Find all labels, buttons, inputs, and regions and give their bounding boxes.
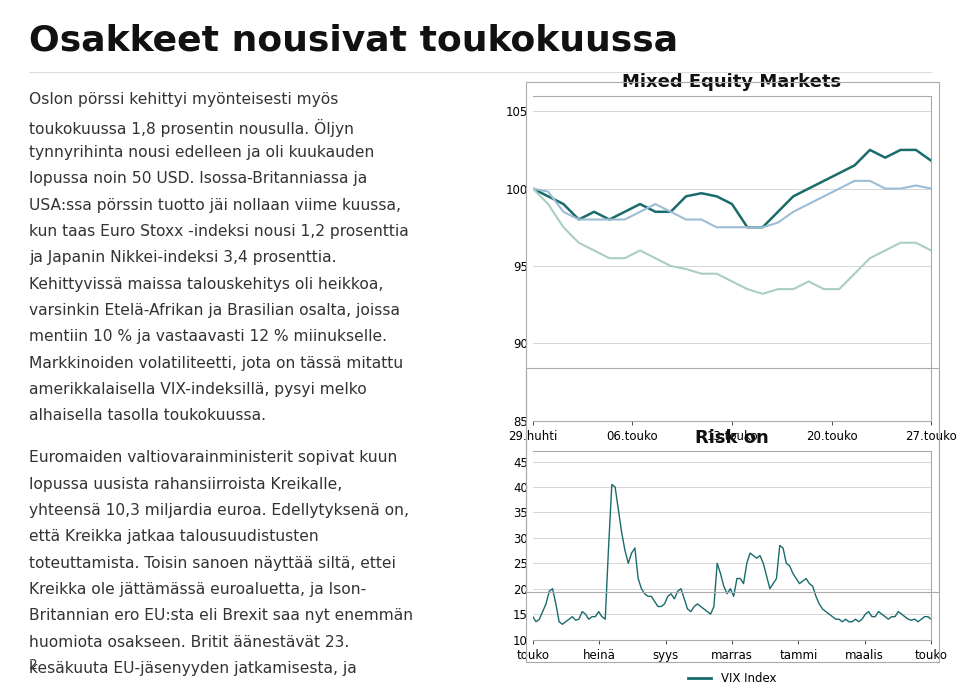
Text: Osakkeet nousivat toukokuussa: Osakkeet nousivat toukokuussa bbox=[29, 24, 678, 58]
Text: alhaisella tasolla toukokuussa.: alhaisella tasolla toukokuussa. bbox=[29, 408, 266, 423]
Legend: VIX Index: VIX Index bbox=[683, 668, 781, 684]
Text: USA:ssa pörssin tuotto jäi nollaan viime kuussa,: USA:ssa pörssin tuotto jäi nollaan viime… bbox=[29, 198, 401, 213]
Text: Oslon pörssi kehittyi myönteisesti myös: Oslon pörssi kehittyi myönteisesti myös bbox=[29, 92, 338, 107]
Title: Risk on: Risk on bbox=[695, 429, 769, 447]
Text: kesäkuuta EU-jäsenyyden jatkamisesta, ja: kesäkuuta EU-jäsenyyden jatkamisesta, ja bbox=[29, 661, 356, 676]
Text: tynnyrihinta nousi edelleen ja oli kuukauden: tynnyrihinta nousi edelleen ja oli kuuka… bbox=[29, 145, 374, 160]
Text: kun taas Euro Stoxx -indeksi nousi 1,2 prosenttia: kun taas Euro Stoxx -indeksi nousi 1,2 p… bbox=[29, 224, 409, 239]
Text: Kreikka ole jättämässä euroaluetta, ja Ison-: Kreikka ole jättämässä euroaluetta, ja I… bbox=[29, 582, 366, 597]
Title: Mixed Equity Markets: Mixed Equity Markets bbox=[622, 73, 842, 92]
Text: mentiin 10 % ja vastaavasti 12 % miinukselle.: mentiin 10 % ja vastaavasti 12 % miinuks… bbox=[29, 329, 387, 344]
Text: Kehittyvissä maissa talouskehitys oli heikkoa,: Kehittyvissä maissa talouskehitys oli he… bbox=[29, 276, 383, 291]
Text: Britannian ero EU:sta eli Brexit saa nyt enemmän: Britannian ero EU:sta eli Brexit saa nyt… bbox=[29, 609, 413, 624]
Text: että Kreikka jatkaa talousuudistusten: että Kreikka jatkaa talousuudistusten bbox=[29, 529, 319, 544]
Text: Markkinoiden volatiliteetti, jota on tässä mitattu: Markkinoiden volatiliteetti, jota on täs… bbox=[29, 356, 403, 371]
Text: ja Japanin Nikkei-indeksi 3,4 prosenttia.: ja Japanin Nikkei-indeksi 3,4 prosenttia… bbox=[29, 250, 336, 265]
Text: 2: 2 bbox=[29, 658, 37, 672]
Text: lopussa noin 50 USD. Isossa-Britanniassa ja: lopussa noin 50 USD. Isossa-Britanniassa… bbox=[29, 172, 367, 186]
Text: huomiota osakseen. Britit äänestävät 23.: huomiota osakseen. Britit äänestävät 23. bbox=[29, 635, 349, 650]
Text: toukokuussa 1,8 prosentin nousulla. Öljyn: toukokuussa 1,8 prosentin nousulla. Öljy… bbox=[29, 119, 354, 137]
Text: amerikkalaisella VIX-indeksillä, pysyi melko: amerikkalaisella VIX-indeksillä, pysyi m… bbox=[29, 382, 367, 397]
Text: varsinkin Etelä-Afrikan ja Brasilian osalta, joissa: varsinkin Etelä-Afrikan ja Brasilian osa… bbox=[29, 303, 399, 318]
Text: yhteensä 10,3 miljardia euroa. Edellytyksenä on,: yhteensä 10,3 miljardia euroa. Edellytyk… bbox=[29, 503, 409, 518]
Text: lopussa uusista rahansiirroista Kreikalle,: lopussa uusista rahansiirroista Kreikall… bbox=[29, 477, 342, 492]
Text: Euromaiden valtiovarainministerit sopivat kuun: Euromaiden valtiovarainministerit sopiva… bbox=[29, 451, 397, 466]
Text: toteuttamista. Toisin sanoen näyttää siltä, ettei: toteuttamista. Toisin sanoen näyttää sil… bbox=[29, 556, 396, 571]
Legend: Oslo Børs, World Index, Emerging Markets: Oslo Børs, World Index, Emerging Markets bbox=[549, 464, 915, 486]
